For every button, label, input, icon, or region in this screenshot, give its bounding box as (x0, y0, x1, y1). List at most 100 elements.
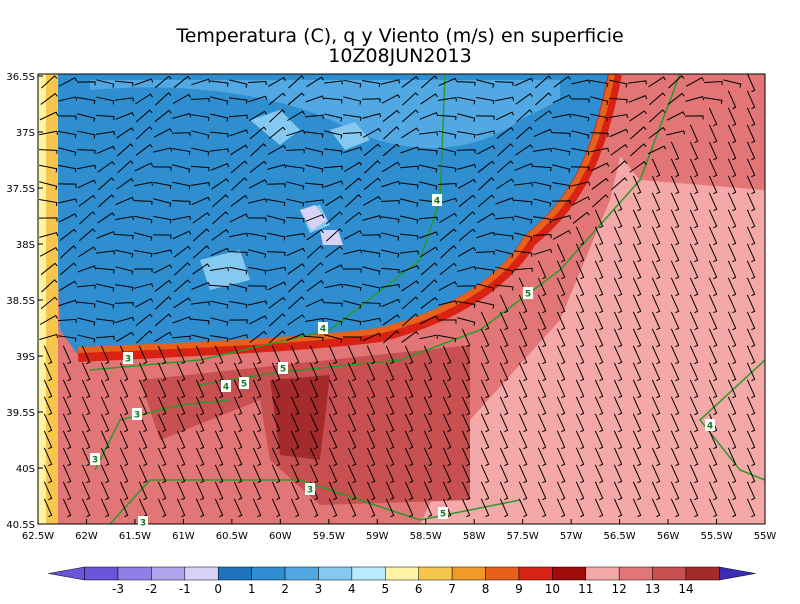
wind-barb (252, 464, 262, 484)
wind-barb (496, 126, 514, 139)
wind-barb (252, 345, 262, 365)
map-field (38, 74, 765, 524)
wind-barb (39, 181, 58, 190)
wind-barb (423, 481, 433, 501)
wind-barb (437, 182, 457, 188)
wind-barb (195, 362, 205, 382)
wind-barb (480, 345, 490, 365)
wind-barb (480, 447, 490, 467)
wind-barb (210, 335, 229, 342)
wind-barb (552, 182, 571, 190)
wind-barb (420, 296, 438, 309)
wind-barb (305, 298, 325, 308)
wind-barb (81, 396, 91, 416)
wind-barb (96, 300, 115, 309)
wind-barb (685, 96, 705, 102)
wind-barb (190, 165, 210, 172)
wind-barb (133, 268, 153, 273)
wind-barb (419, 231, 439, 239)
wind-barb (651, 328, 661, 348)
wind-barb (381, 249, 400, 258)
wind-barb (537, 260, 547, 280)
wind-barb (590, 162, 610, 172)
wind-barb (191, 114, 210, 121)
wind-barb (689, 124, 699, 144)
wind-barb (495, 111, 515, 121)
contour-label: 3 (125, 355, 131, 365)
wind-barb (399, 233, 419, 240)
wind-barb (632, 294, 642, 314)
wind-barb (363, 177, 381, 191)
contour-label: 4 (223, 383, 229, 393)
wind-barb (689, 175, 699, 195)
wind-barb (171, 200, 191, 206)
wind-barb (575, 430, 585, 450)
lat-label: 40S (16, 464, 35, 475)
wind-barb (437, 114, 457, 121)
wind-barb (571, 79, 591, 85)
wind-barb (366, 481, 376, 501)
wind-barb (210, 247, 230, 257)
wind-barb (43, 345, 53, 365)
wind-barb (362, 195, 382, 206)
wind-barb (381, 79, 401, 85)
wind-barb (267, 281, 287, 291)
wind-barb (343, 283, 362, 292)
wind-barb (138, 345, 148, 365)
wind-barb (499, 311, 509, 331)
wind-barb (347, 362, 357, 382)
wind-barb (248, 249, 267, 258)
wind-barb (229, 213, 249, 223)
wind-barb (556, 379, 566, 399)
wind-barb (385, 362, 395, 382)
wind-barb (476, 231, 496, 239)
wind-barb (438, 77, 458, 87)
colorbar-label: 0 (214, 582, 222, 596)
wind-barb (629, 126, 647, 140)
colorbar-box (585, 566, 620, 581)
wind-barb (39, 246, 59, 257)
wind-barb (591, 177, 609, 190)
coldest-patch (300, 205, 343, 245)
wind-barb (190, 318, 210, 325)
wind-barb (100, 362, 110, 382)
wind-barb (172, 93, 192, 104)
wind-barb (210, 80, 229, 87)
wind-barb (418, 216, 438, 221)
wind-barb (613, 294, 623, 314)
wind-barb (670, 430, 680, 450)
wind-barb (552, 147, 571, 156)
wind-barb (249, 330, 267, 343)
wind-barb (324, 80, 343, 85)
wind-barb (344, 211, 362, 224)
wind-barb (594, 209, 604, 229)
wind-barb (290, 379, 300, 399)
wind-barb (708, 498, 718, 518)
wind-barb (252, 413, 262, 433)
wind-barb (229, 300, 248, 309)
wind-barb (689, 209, 699, 229)
contour-label-box (123, 352, 133, 364)
wind-barb (670, 192, 680, 212)
wind-barb (382, 109, 400, 122)
wind-barb (267, 163, 287, 170)
wind-barb (423, 430, 433, 450)
wind-barb (326, 228, 343, 242)
wind-barb (480, 430, 490, 450)
wind-barb (670, 311, 680, 331)
wind-barb (157, 413, 167, 433)
wind-barb (727, 158, 737, 178)
wind-barb (537, 498, 547, 518)
wind-barb (516, 109, 533, 123)
wind-barb (173, 279, 191, 293)
wind-barb (746, 175, 756, 195)
wind-barb (58, 299, 78, 307)
wind-barb (439, 228, 457, 242)
wind-barb (499, 379, 509, 399)
wind-barb (689, 498, 699, 518)
colorbar-label: -1 (179, 582, 191, 596)
wind-barb (252, 498, 262, 518)
wind-barb (556, 481, 566, 501)
wind-barb (666, 111, 686, 121)
wind-barb (689, 447, 699, 467)
